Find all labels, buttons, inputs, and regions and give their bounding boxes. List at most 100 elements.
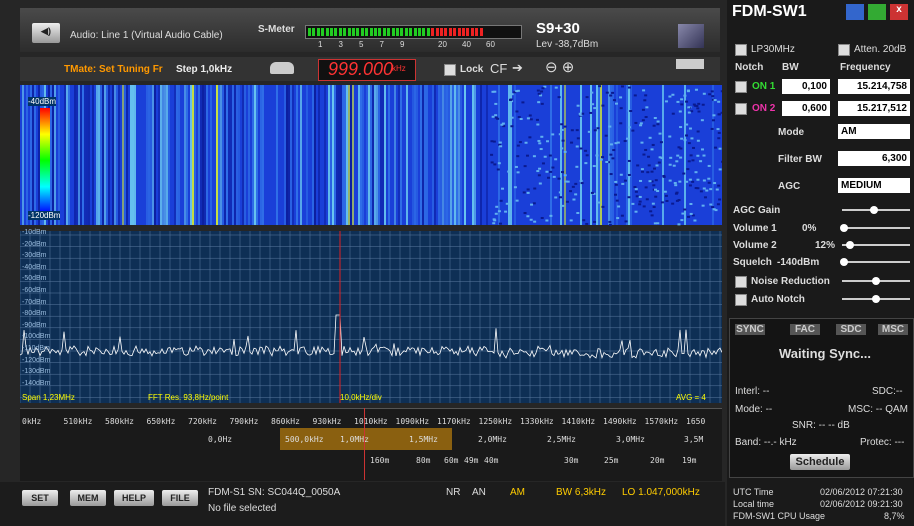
waterfall-speck	[574, 183, 577, 185]
waterfall-speck	[582, 219, 585, 221]
shoe-icon[interactable]	[270, 62, 294, 74]
waterfall-speck	[656, 164, 659, 166]
waterfall-speck	[501, 188, 504, 190]
an-checkbox[interactable]	[735, 294, 747, 306]
drm-tab[interactable]: SYNC	[735, 324, 765, 335]
waterfall-speck	[594, 129, 597, 131]
waterfall-speck	[612, 149, 615, 151]
waterfall-speck	[628, 87, 631, 89]
waterfall-stripe	[112, 85, 114, 225]
waterfall-stripe	[80, 85, 82, 225]
waterfall-speck	[664, 191, 667, 193]
waterfall-speck	[642, 109, 645, 111]
db-label: -50dBm	[22, 275, 47, 282]
drm-tab[interactable]: FAC	[790, 324, 820, 335]
notch-checkbox[interactable]	[735, 103, 747, 115]
waterfall-speck	[708, 93, 711, 95]
waterfall-speck	[709, 188, 712, 190]
sdc: SDC:--	[872, 386, 903, 397]
waterfall-speck	[687, 90, 690, 92]
waterfall-stripe	[160, 85, 162, 225]
utc-label: UTC Time	[733, 487, 774, 497]
filter-label: Filter BW	[778, 154, 822, 165]
waterfall-speck	[718, 132, 721, 134]
waterfall-speck	[570, 219, 573, 221]
app-window: ◀) Audio: Line 1 (Virtual Audio Cable) S…	[0, 0, 914, 526]
waterfall-speck	[547, 177, 550, 179]
close[interactable]: x	[890, 4, 908, 20]
back-arrow[interactable]	[676, 59, 704, 69]
waterfall-speck	[657, 120, 660, 122]
waterfall-speck	[721, 112, 722, 114]
notch-bw[interactable]: 0,100	[782, 79, 830, 94]
step[interactable]: Step 1,0kHz	[176, 64, 232, 75]
level: Lev -38,7dBm	[536, 39, 598, 50]
filter-input[interactable]: 6,300	[838, 151, 910, 166]
waterfall-speck	[493, 219, 496, 221]
waterfall-speck	[559, 133, 562, 135]
lp-checkbox[interactable]	[735, 44, 747, 56]
waterfall-stripe	[148, 85, 150, 225]
waterfall-speck	[591, 103, 594, 105]
waterfall-speck	[536, 119, 539, 121]
waterfall-stripe	[178, 85, 180, 225]
nr-checkbox[interactable]	[735, 276, 747, 288]
schedule[interactable]: Schedule	[790, 454, 850, 470]
waterfall-speck	[658, 162, 661, 164]
cf[interactable]: CF	[490, 61, 507, 76]
edit-icon[interactable]	[678, 24, 704, 48]
mode: AM	[510, 487, 525, 498]
drm-tab[interactable]: MSC	[878, 324, 908, 335]
waterfall-stripe	[222, 85, 224, 225]
waterfall-stripe	[318, 85, 320, 225]
notch-freq[interactable]: 15.214,758	[838, 79, 910, 94]
frequency-label: Frequency	[840, 62, 891, 73]
waterfall-stripe	[54, 85, 56, 225]
waterfall-stripe	[376, 85, 378, 225]
waterfall-speck	[576, 145, 579, 147]
waterfall-stripe	[662, 85, 664, 225]
an: AN	[472, 487, 486, 498]
zoom-buttons[interactable]: ⊖ ⊕	[545, 58, 574, 76]
button[interactable]: FILE	[162, 490, 198, 506]
audio-device: Audio: Line 1 (Virtual Audio Cable)	[70, 30, 223, 41]
button[interactable]: HELP	[114, 490, 154, 506]
waterfall-stripe	[446, 85, 448, 225]
waterfall-speck	[703, 179, 706, 181]
waterfall-stripe	[78, 85, 80, 225]
waterfall-stripe	[426, 85, 428, 225]
atten-checkbox[interactable]	[838, 44, 850, 56]
fft: FFT Res. 93,8Hz/point	[148, 393, 228, 402]
waterfall-speck	[685, 124, 688, 126]
waterfall-speck	[680, 98, 683, 100]
drm-tab[interactable]: SDC	[836, 324, 866, 335]
smeter-tick: 3	[339, 40, 343, 49]
waterfall-stripe	[58, 85, 60, 225]
waterfall-speck	[617, 205, 620, 207]
waterfall-speck	[541, 217, 544, 219]
waterfall-speck	[524, 212, 527, 214]
waterfall-speck	[538, 142, 541, 144]
mode-select[interactable]: AM	[838, 124, 910, 139]
maximize[interactable]	[868, 4, 886, 20]
agc-select[interactable]: MEDIUM	[838, 178, 910, 193]
waterfall-speck	[494, 103, 497, 105]
waterfall-speck	[589, 112, 592, 114]
khz-label: 1090kHz	[396, 417, 430, 426]
minimize[interactable]	[846, 4, 864, 20]
smeter-tick: 1	[318, 40, 322, 49]
waterfall-speck	[593, 107, 596, 109]
notch-freq[interactable]: 15.217,512	[838, 101, 910, 116]
notch-checkbox[interactable]	[735, 81, 747, 93]
meter-segment	[361, 28, 364, 36]
waterfall-speck	[586, 154, 589, 156]
waterfall-speck	[688, 160, 691, 162]
lock-checkbox[interactable]	[444, 64, 456, 76]
waterfall-stripe	[276, 85, 278, 225]
audio-button[interactable]: ◀)	[32, 23, 60, 43]
button[interactable]: SET	[22, 490, 58, 506]
meter-segment	[471, 28, 474, 36]
button[interactable]: MEM	[70, 490, 106, 506]
notch-bw[interactable]: 0,600	[782, 101, 830, 116]
waterfall-speck	[600, 159, 603, 161]
